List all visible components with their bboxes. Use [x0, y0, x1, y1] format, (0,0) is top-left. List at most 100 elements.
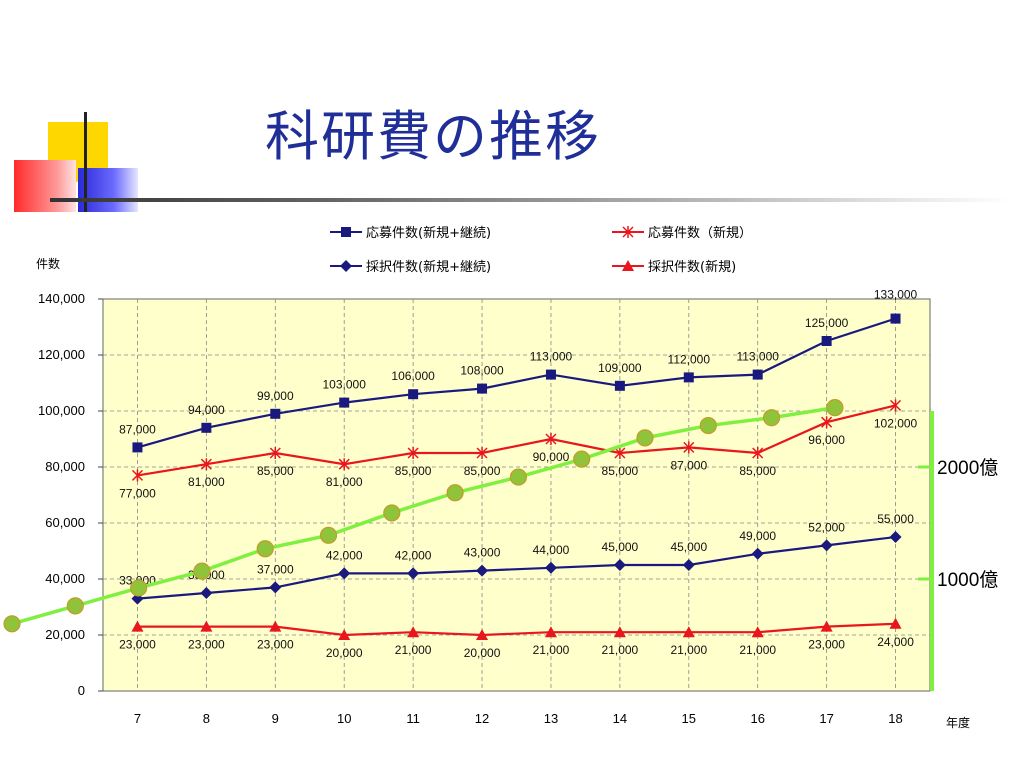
x-tick-label: 16: [750, 711, 764, 726]
data-label: 43,000: [464, 546, 501, 560]
budget-point: [193, 562, 211, 580]
data-point-triangle: [613, 626, 626, 638]
data-point-square: [545, 369, 556, 380]
data-point-square: [341, 227, 351, 237]
data-point-triangle: [338, 629, 351, 640]
data-label: 23,000: [188, 638, 225, 652]
y-axis-title: 件数: [36, 256, 60, 271]
data-point-diamond: [269, 581, 282, 594]
x-tick-label: 15: [682, 711, 696, 726]
data-label: 23,000: [808, 638, 845, 652]
corner-vertical-line: [84, 112, 87, 212]
data-label: 81,000: [326, 475, 363, 489]
series-line: [137, 535, 896, 600]
x-tick-label: 9: [272, 711, 279, 726]
data-label: 21,000: [739, 643, 776, 657]
data-point-diamond: [544, 561, 557, 574]
data-point-square: [477, 383, 488, 394]
data-label: 87,000: [670, 458, 707, 472]
data-point-diamond: [613, 559, 626, 571]
data-label: 113,000: [736, 350, 779, 364]
data-label: 113,000: [530, 350, 573, 364]
budget-point: [3, 615, 21, 633]
data-point-square: [821, 336, 832, 346]
data-point-star: [752, 447, 764, 459]
data-point-star: [622, 226, 634, 238]
legend-label: 応募件数（新規）: [648, 225, 752, 241]
data-label: 81,000: [188, 475, 225, 489]
data-point-diamond: [200, 587, 213, 599]
series-line: [137, 317, 896, 449]
data-point-square: [132, 442, 143, 453]
data-point-square: [270, 408, 281, 419]
data-point-square: [408, 389, 419, 400]
y-tick-label: 140,000: [38, 291, 85, 306]
y-tick-label: 120,000: [38, 347, 85, 362]
data-point-diamond: [820, 539, 833, 552]
data-label: 85,000: [739, 464, 776, 478]
y-tick-label: 100,000: [38, 403, 85, 418]
title-underline: [50, 198, 1010, 202]
data-label: 96,000: [808, 433, 845, 447]
y-tick-label: 0: [78, 683, 85, 698]
data-label: 85,000: [257, 464, 294, 478]
corner-blue-square: [78, 168, 138, 212]
data-label: 108,000: [460, 364, 504, 378]
data-label: 23,000: [119, 638, 156, 652]
data-label: 21,000: [395, 643, 432, 657]
data-point-diamond: [407, 567, 420, 580]
data-point-diamond: [338, 567, 351, 580]
x-tick-label: 18: [888, 711, 902, 726]
data-point-diamond: [751, 547, 764, 560]
data-point-star: [890, 399, 902, 412]
data-point-star: [338, 458, 350, 471]
x-tick-label: 14: [613, 711, 627, 726]
data-label: 23,000: [257, 638, 294, 652]
data-label: 24,000: [877, 635, 914, 649]
data-label: 45,000: [670, 540, 707, 554]
data-point-diamond: [682, 559, 695, 571]
data-label: 85,000: [602, 464, 639, 478]
budget-point: [383, 504, 401, 522]
budget-point: [446, 484, 464, 502]
budget-point: [573, 450, 591, 468]
budget-point: [636, 429, 654, 447]
data-label: 106,000: [391, 369, 435, 383]
data-point-star: [683, 441, 695, 454]
budget-point: [509, 468, 528, 486]
data-point-triangle: [269, 620, 282, 632]
data-point-diamond: [340, 260, 352, 272]
data-label: 21,000: [602, 643, 639, 657]
data-label: 85,000: [464, 464, 501, 478]
x-tick-label: 7: [134, 711, 141, 726]
data-label: 49,000: [739, 529, 776, 543]
data-point-triangle: [544, 626, 557, 638]
data-label: 44,000: [533, 543, 570, 557]
data-label: 21,000: [670, 643, 707, 657]
budget-point: [319, 526, 338, 544]
data-point-square: [752, 369, 763, 380]
data-point-triangle: [131, 620, 144, 632]
y-tick-label: 80,000: [45, 459, 85, 474]
data-label: 77,000: [119, 486, 156, 500]
chart: 0 20,000 40,000 60,000 80,000 100,000 120,000 1…: [3, 225, 998, 730]
budget-scale-label: 2000億: [937, 457, 998, 479]
data-point-triangle: [407, 626, 420, 638]
data-point-square: [201, 422, 212, 433]
data-point-triangle: [682, 626, 695, 638]
data-point-star: [614, 447, 626, 459]
data-point-triangle: [820, 620, 833, 632]
x-axis-title: 年度: [946, 715, 970, 730]
corner-red-square: [14, 160, 76, 212]
data-point-star: [269, 447, 281, 459]
legend-label: 採択件数(新規): [648, 259, 736, 275]
budget-point: [130, 579, 148, 597]
data-label: 20,000: [464, 646, 501, 660]
data-point-square: [339, 397, 350, 408]
data-point-star: [476, 447, 488, 459]
data-label: 52,000: [808, 520, 845, 534]
legend: 応募件数(新規+継続) 応募件数（新規） 採択件数(新規+継続) 採択件数(新規): [330, 225, 752, 275]
data-label: 87,000: [119, 422, 156, 436]
page-title: 科研費の推移: [265, 105, 601, 168]
data-label: 42,000: [326, 548, 363, 562]
